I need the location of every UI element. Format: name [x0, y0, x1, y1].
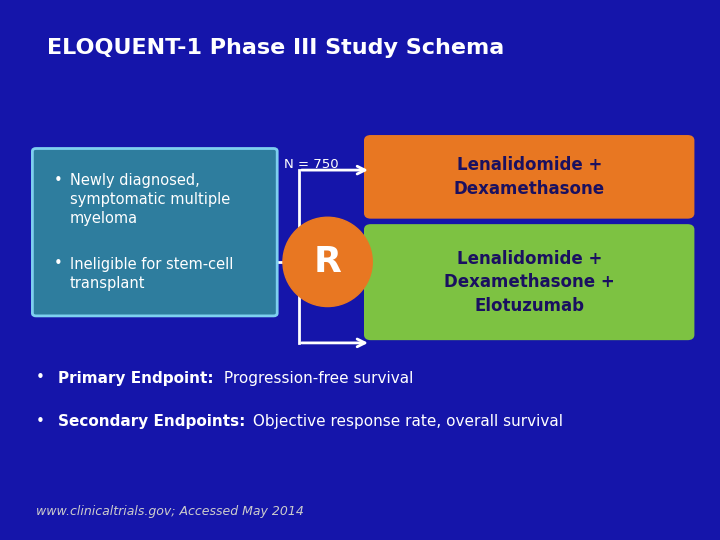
Text: Progression-free survival: Progression-free survival [220, 370, 414, 386]
Text: N = 750: N = 750 [284, 158, 339, 171]
FancyBboxPatch shape [365, 136, 693, 218]
Text: Newly diagnosed,
symptomatic multiple
myeloma: Newly diagnosed, symptomatic multiple my… [70, 173, 230, 226]
Text: •: • [36, 414, 55, 429]
Text: Ineligible for stem-cell
transplant: Ineligible for stem-cell transplant [70, 256, 233, 291]
Text: Secondary Endpoints:: Secondary Endpoints: [58, 414, 245, 429]
Text: ELOQUENT-1 Phase III Study Schema: ELOQUENT-1 Phase III Study Schema [47, 38, 504, 58]
FancyBboxPatch shape [365, 225, 693, 339]
Text: Primary Endpoint:: Primary Endpoint: [58, 370, 213, 386]
Text: •: • [54, 256, 63, 272]
Text: Lenalidomide +
Dexamethasone +
Elotuzumab: Lenalidomide + Dexamethasone + Elotuzuma… [444, 249, 615, 315]
Text: Primary Endpoint: Progression-free survival: Primary Endpoint: Progression-free survi… [58, 370, 390, 386]
Text: www.clinicaltrials.gov; Accessed May 2014: www.clinicaltrials.gov; Accessed May 201… [36, 505, 304, 518]
Text: Objective response rate, overall survival: Objective response rate, overall surviva… [248, 414, 563, 429]
Text: Lenalidomide +
Dexamethasone: Lenalidomide + Dexamethasone [454, 156, 605, 198]
Text: R: R [314, 245, 341, 279]
Text: •: • [54, 173, 63, 188]
Ellipse shape [283, 217, 372, 307]
Text: •: • [36, 370, 55, 386]
FancyBboxPatch shape [32, 148, 277, 316]
